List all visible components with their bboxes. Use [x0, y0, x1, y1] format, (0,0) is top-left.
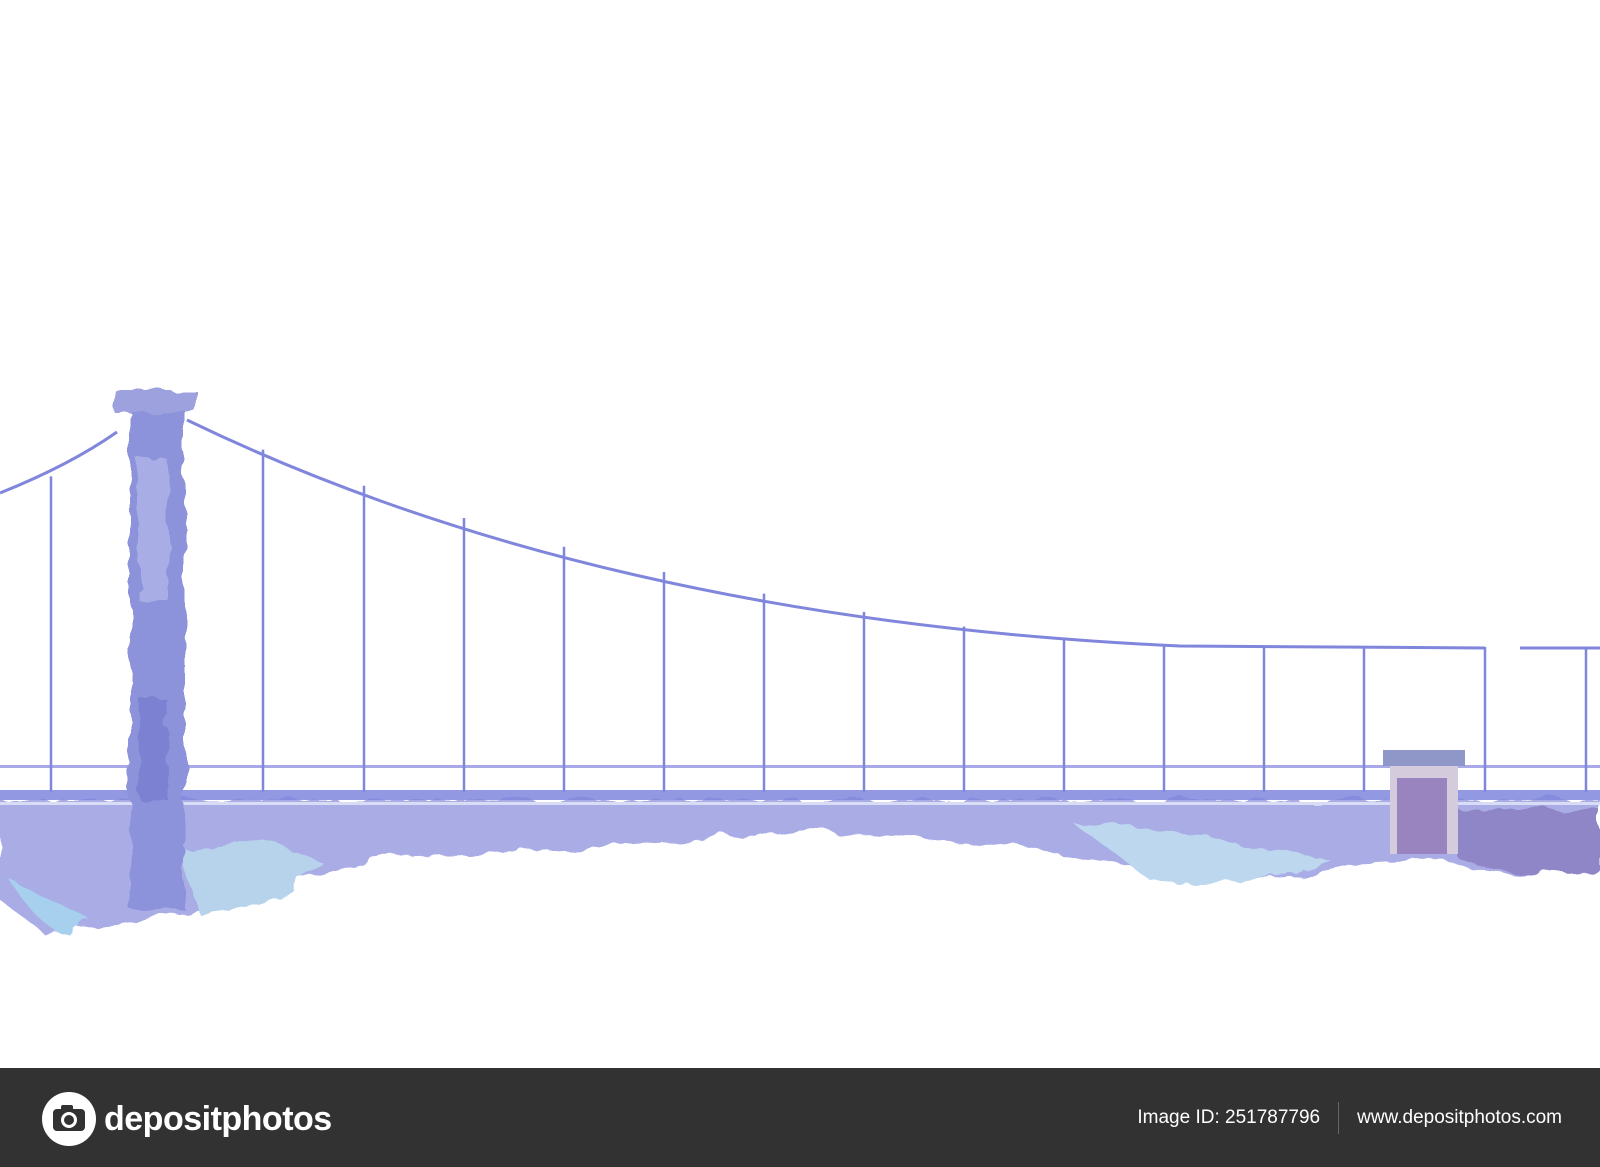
bridge-tower [114, 390, 196, 910]
image-id: Image ID: 251787796 [1137, 1107, 1321, 1128]
side-cable [0, 430, 118, 495]
river-water [0, 800, 1600, 935]
bridge-illustration [0, 390, 1600, 935]
footer-bar: depositphotos Image ID: 251787796 www.de… [0, 1068, 1600, 1167]
divider [1338, 1102, 1340, 1134]
main-cable [186, 418, 1486, 650]
bridge-deck [0, 765, 1600, 805]
camera-icon [42, 1092, 96, 1146]
website-link[interactable]: www.depositphotos.com [1357, 1107, 1562, 1128]
hanger-cables [49, 449, 1588, 792]
bridge-anchor-pier [1383, 750, 1465, 854]
depositphotos-logo[interactable]: depositphotos [40, 1090, 332, 1148]
logo-text: depositphotos [104, 1099, 332, 1138]
